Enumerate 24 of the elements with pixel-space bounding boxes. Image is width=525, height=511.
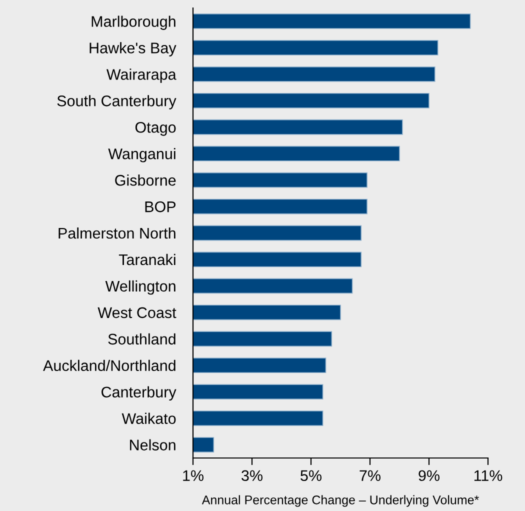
y-tick-label: Canterbury: [102, 386, 176, 401]
y-tick-label: Gisborne: [115, 174, 176, 186]
x-tick-label: 11%: [474, 470, 502, 481]
y-tick-label: Otago: [135, 122, 176, 136]
y-tick-label: Wellington: [105, 280, 176, 295]
y-tick-label: Wanganui: [108, 148, 176, 162]
y-tick-label: BOP: [145, 201, 176, 212]
y-tick-label: Southland: [108, 333, 176, 345]
x-tick-label: 7%: [360, 470, 380, 481]
x-tick-label: 1%: [183, 470, 204, 481]
y-tick-label: Auckland/Northland: [43, 360, 176, 372]
y-tick-label: Waikato: [122, 412, 176, 424]
x-tick-label: 3%: [242, 470, 262, 482]
y-tick-label: Palmerston North: [58, 227, 176, 239]
y-tick-label: Marlborough: [92, 16, 176, 30]
y-tick-label: Nelson: [130, 439, 176, 450]
y-tick-label: Taranaki: [118, 254, 176, 266]
y-tick-label: Hawke's Bay: [90, 42, 176, 56]
x-tick-label: 5%: [300, 470, 322, 482]
x-axis-title: Annual Percentage Change – Underlying Volume*: [202, 495, 479, 507]
y-tick-label: West Coast: [98, 307, 176, 318]
y-tick-label: Wairarapa: [106, 68, 176, 83]
y-tick-label: South Canterbury: [57, 95, 176, 110]
x-tick-label: 9%: [418, 470, 440, 482]
